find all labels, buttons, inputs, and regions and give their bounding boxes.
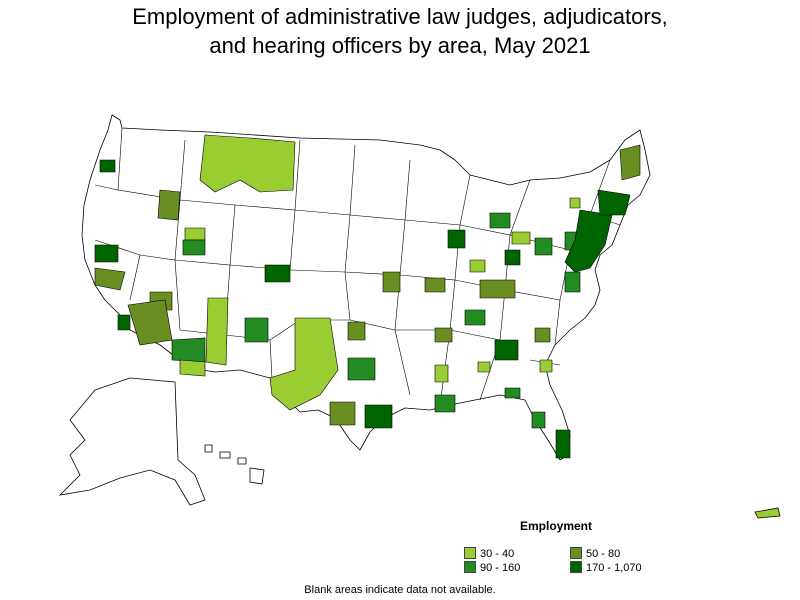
area-indiana (469, 259, 486, 273)
hawaii-island-2 (219, 451, 231, 459)
employment-areas (94, 134, 641, 459)
legend-swatch (570, 561, 582, 573)
alaska-outline (58, 377, 206, 506)
area-tennessee-west (434, 327, 453, 343)
area-oklahoma (347, 321, 366, 341)
legend-label: 50 - 80 (586, 548, 621, 560)
legend-swatch (464, 561, 476, 573)
hawaii-island-4 (249, 467, 265, 485)
footnote: Blank areas indicate data not available. (304, 584, 496, 596)
legend-item-90-160: 90 - 160 (464, 561, 520, 575)
legend-label: 30 - 40 (480, 548, 515, 560)
area-utah (184, 227, 206, 241)
area-california-north (94, 244, 119, 263)
area-montana (199, 134, 296, 193)
map-title-line2: and hearing officers by area, May 2021 (209, 33, 591, 58)
area-mississippi (434, 364, 449, 383)
legend-item-30-40: 30 - 40 (464, 547, 514, 561)
area-tennessee (464, 309, 486, 326)
area-illinois (447, 229, 466, 249)
area-texas-west (269, 317, 339, 411)
area-arizona-tucson (179, 359, 206, 377)
area-sc (539, 359, 553, 373)
area-utah-south (182, 239, 206, 256)
area-arizona (127, 299, 173, 346)
area-florida-tampa (531, 411, 546, 429)
area-florida-north (504, 387, 521, 399)
area-california-south (117, 314, 131, 331)
area-wisconsin (489, 212, 511, 229)
area-california-coast (94, 267, 126, 291)
legend-item-50-80: 50 - 80 (570, 547, 620, 561)
map-title: Employment of administrative law judges,… (0, 2, 800, 60)
legend-label: 90 - 160 (480, 562, 521, 574)
legend-item-170-1070: 170 - 1,070 (570, 561, 642, 575)
puerto-rico (754, 507, 781, 519)
area-alabama (477, 361, 491, 373)
area-georgia-atlanta (494, 339, 519, 361)
area-texas-houston (364, 404, 393, 429)
area-west-virginia (504, 249, 521, 266)
hawaii-island-3 (237, 457, 247, 465)
legend-swatch (570, 547, 582, 559)
area-northeast-corridor (564, 209, 613, 273)
area-texas-central (329, 401, 356, 426)
legend-swatch (464, 547, 476, 559)
area-michigan (511, 231, 531, 245)
area-maine (619, 144, 641, 181)
area-new-mexico (205, 297, 229, 366)
area-virginia (564, 271, 581, 293)
area-colorado (264, 264, 291, 283)
area-new-england (597, 189, 631, 216)
area-louisiana (434, 394, 456, 413)
area-new-york-upstate (569, 197, 581, 209)
area-idaho (157, 189, 181, 221)
area-arizona-south (171, 337, 206, 363)
area-nc (534, 327, 551, 343)
map-title-line1: Employment of administrative law judges,… (132, 4, 668, 29)
legend-label: 170 - 1,070 (586, 562, 642, 574)
area-new-mexico-albuquerque (244, 317, 269, 343)
area-kansas (382, 271, 401, 293)
hawaii (204, 444, 265, 485)
legend-title: Employment (520, 519, 593, 533)
hawaii-island-1 (204, 444, 213, 453)
area-washington (99, 159, 116, 173)
area-ohio (534, 237, 553, 256)
alaska (58, 377, 206, 506)
area-florida-miami (555, 429, 571, 459)
area-texas-dallas (347, 357, 376, 381)
area-kentucky (479, 279, 516, 299)
puerto-rico-area (754, 507, 781, 519)
area-missouri (424, 277, 446, 293)
